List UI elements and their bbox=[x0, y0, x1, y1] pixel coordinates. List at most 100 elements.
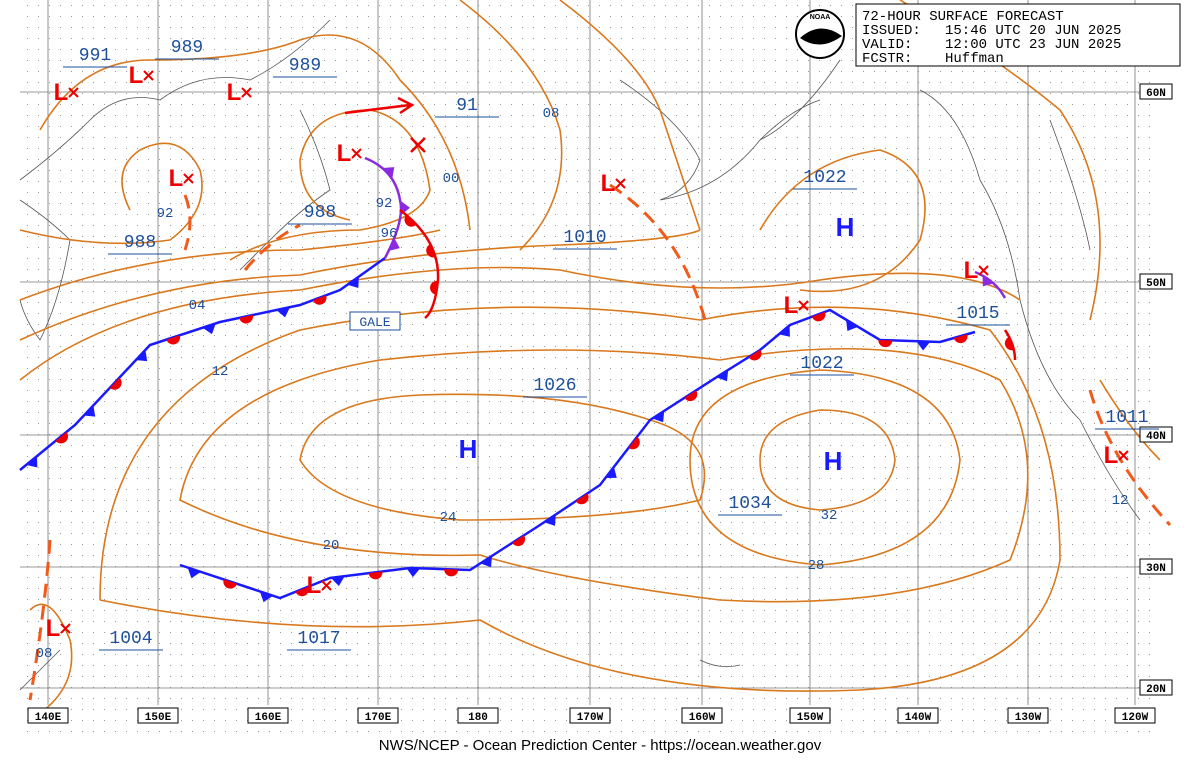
low-center-x bbox=[60, 623, 71, 634]
dashed-trough bbox=[243, 223, 301, 271]
isobar bbox=[179, 347, 1029, 603]
warm-front-semicircle bbox=[1004, 336, 1015, 351]
cold-front-triangle bbox=[259, 591, 274, 603]
warm-front-semicircle bbox=[748, 349, 762, 361]
pressure-label: 1022 bbox=[800, 354, 843, 374]
high-center: H bbox=[836, 212, 855, 242]
forecaster-label: FCSTR: bbox=[862, 51, 912, 67]
pressure-label: 1026 bbox=[533, 376, 576, 396]
warm-front-semicircle bbox=[628, 436, 640, 450]
front-symbol bbox=[444, 569, 459, 577]
longitude-label: 120W bbox=[1122, 712, 1149, 724]
front-symbol bbox=[544, 514, 556, 526]
low-center-x bbox=[183, 173, 194, 184]
low-center: L bbox=[54, 79, 69, 106]
front-symbol bbox=[916, 341, 931, 351]
high-center: H bbox=[459, 434, 478, 464]
lat-label-box bbox=[1139, 426, 1173, 443]
front-symbol bbox=[430, 280, 439, 295]
isobar bbox=[559, 0, 701, 231]
lat-label-box bbox=[1139, 273, 1173, 290]
low-center-x bbox=[615, 178, 626, 189]
front-symbol bbox=[382, 167, 395, 179]
front-symbol bbox=[404, 214, 417, 227]
isobar-label: 28 bbox=[808, 558, 825, 574]
warm-front-semicircle bbox=[575, 493, 589, 505]
longitude-label: 160E bbox=[255, 712, 282, 724]
pressure-label: 1034 bbox=[728, 494, 771, 514]
front-line bbox=[179, 308, 976, 600]
fronts bbox=[19, 96, 1172, 701]
front-symbol bbox=[109, 377, 122, 390]
low-center-x bbox=[351, 148, 362, 159]
high-center: H bbox=[824, 446, 843, 476]
cold-front-triangle bbox=[605, 466, 617, 478]
front-symbol bbox=[239, 315, 253, 324]
cold-front-triangle bbox=[26, 456, 38, 468]
lon-label-box bbox=[1114, 707, 1156, 724]
logo-text: NOAA bbox=[810, 14, 831, 21]
cold-front-triangle bbox=[406, 567, 421, 578]
front-symbol bbox=[26, 456, 38, 468]
isobar-label: 96 bbox=[381, 226, 398, 242]
front-symbol bbox=[295, 586, 309, 597]
lon-label-box bbox=[789, 707, 831, 724]
arrow bbox=[344, 96, 415, 115]
warm-front-semicircle bbox=[223, 579, 237, 589]
warm-front-semicircle bbox=[239, 315, 253, 324]
front-symbol bbox=[347, 276, 359, 289]
longitude-label: 170E bbox=[365, 712, 392, 724]
warm-front-semicircle bbox=[684, 390, 698, 402]
lon-label-box bbox=[1007, 707, 1049, 724]
gale-box bbox=[349, 311, 401, 331]
pressure-label: 991 bbox=[79, 46, 111, 66]
cold-front-triangle bbox=[135, 349, 148, 362]
isobar-label: 32 bbox=[821, 508, 838, 524]
front-symbol bbox=[716, 369, 729, 382]
logo-gull bbox=[800, 28, 842, 45]
isobar bbox=[19, 142, 203, 245]
isobar-label: 00 bbox=[443, 171, 460, 187]
front-symbol bbox=[953, 334, 968, 344]
front-symbol bbox=[748, 349, 762, 361]
warm-front-semicircle bbox=[55, 432, 69, 444]
front-symbol bbox=[223, 579, 237, 589]
low-center-x bbox=[143, 70, 154, 81]
cold-front-triangle bbox=[382, 167, 395, 179]
pressure-label: 989 bbox=[289, 56, 321, 76]
isobar-label: 92 bbox=[157, 206, 174, 222]
isobar-label: 24 bbox=[440, 510, 457, 526]
low-center: L bbox=[169, 165, 184, 192]
front-symbol bbox=[652, 410, 665, 423]
longitude-label: 160W bbox=[689, 712, 716, 724]
front-symbol bbox=[684, 390, 698, 402]
front-symbol bbox=[276, 307, 291, 318]
low-center: L bbox=[601, 170, 616, 197]
warm-front-semicircle bbox=[878, 339, 893, 348]
low-center-x bbox=[321, 580, 332, 591]
front-symbol bbox=[312, 295, 327, 305]
isobar bbox=[19, 229, 441, 301]
warm-front-semicircle bbox=[811, 311, 826, 322]
pressure-label: 1015 bbox=[956, 304, 999, 324]
low-center-x bbox=[798, 300, 809, 311]
isobar bbox=[299, 393, 706, 521]
lon-label-box bbox=[897, 707, 939, 724]
valid-value: 12:00 UTC 23 JUN 2025 bbox=[945, 37, 1121, 53]
lon-label-box bbox=[681, 707, 723, 724]
issued-value: 15:46 UTC 20 JUN 2025 bbox=[945, 23, 1121, 39]
lat-label-box bbox=[1139, 83, 1173, 100]
front-symbol bbox=[575, 493, 589, 505]
isobar-label: 12 bbox=[212, 364, 229, 380]
issued-label: ISSUED: bbox=[862, 23, 921, 39]
front-symbol bbox=[778, 325, 790, 337]
pressure-label: 1017 bbox=[297, 629, 340, 649]
front-symbol bbox=[202, 323, 216, 335]
front-symbol bbox=[406, 567, 421, 578]
latitude-label: 20N bbox=[1146, 684, 1166, 696]
longitude-label: 140W bbox=[905, 712, 932, 724]
isobar-label: 92 bbox=[376, 196, 393, 212]
header-box bbox=[855, 3, 1181, 67]
pressure-label: 988 bbox=[304, 203, 336, 223]
